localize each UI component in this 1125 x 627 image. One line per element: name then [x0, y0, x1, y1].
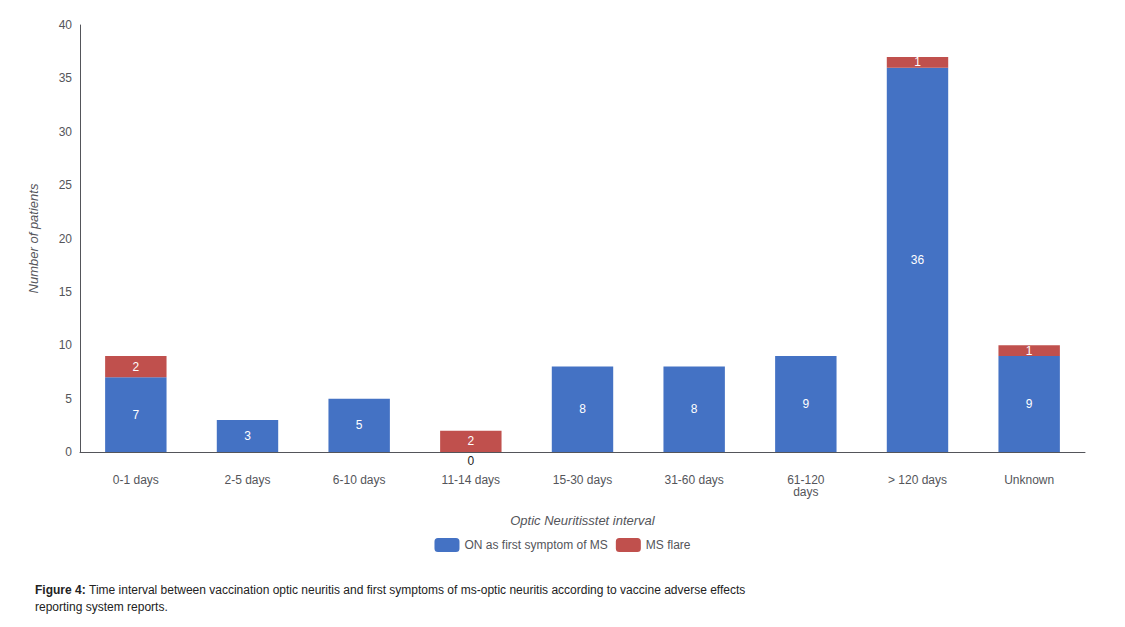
svg-text:15-30 days: 15-30 days [553, 473, 612, 487]
svg-text:8: 8 [691, 402, 698, 416]
svg-text:2: 2 [132, 360, 139, 374]
svg-text:Unknown: Unknown [1004, 473, 1054, 487]
svg-text:ON as first symptom of MS: ON as first symptom of MS [464, 538, 607, 552]
svg-text:5: 5 [356, 418, 363, 432]
svg-text:9: 9 [1026, 397, 1033, 411]
svg-text:10: 10 [59, 338, 73, 352]
svg-text:> 120 days: > 120 days [888, 473, 947, 487]
svg-text:9: 9 [802, 397, 809, 411]
svg-text:11-14 days: 11-14 days [442, 473, 500, 487]
svg-text:61-120: 61-120 [787, 473, 825, 487]
svg-text:days: days [793, 485, 818, 499]
svg-text:Figure 4:: Figure 4: [35, 583, 89, 597]
svg-text:1: 1 [914, 55, 921, 69]
svg-text:31-60 days: 31-60 days [664, 473, 723, 487]
svg-text:7: 7 [132, 408, 139, 422]
svg-text:0: 0 [65, 445, 72, 459]
svg-text:36: 36 [911, 253, 925, 267]
svg-text:8: 8 [579, 402, 586, 416]
svg-text:3: 3 [244, 429, 251, 443]
svg-text:2-5 days: 2-5 days [224, 473, 270, 487]
svg-text:40: 40 [59, 18, 73, 32]
svg-text:MS flare: MS flare [646, 538, 691, 552]
svg-text:reporting system reports.: reporting system reports. [35, 600, 168, 614]
svg-text:5: 5 [65, 392, 72, 406]
svg-text:2: 2 [467, 434, 474, 448]
svg-text:35: 35 [59, 71, 73, 85]
svg-text:Time interval between vaccinat: Time interval between vaccination optic … [89, 583, 745, 597]
svg-text:Optic Neuritisstet interval: Optic Neuritisstet interval [510, 513, 656, 528]
svg-text:6-10 days: 6-10 days [333, 473, 386, 487]
svg-text:0: 0 [467, 454, 474, 468]
svg-text:25: 25 [59, 178, 73, 192]
svg-text:Number of patients: Number of patients [26, 183, 41, 293]
svg-text:20: 20 [59, 232, 73, 246]
svg-text:1: 1 [1026, 344, 1033, 358]
svg-text:0-1 days: 0-1 days [113, 473, 159, 487]
svg-text:15: 15 [59, 285, 73, 299]
svg-text:30: 30 [59, 125, 73, 139]
